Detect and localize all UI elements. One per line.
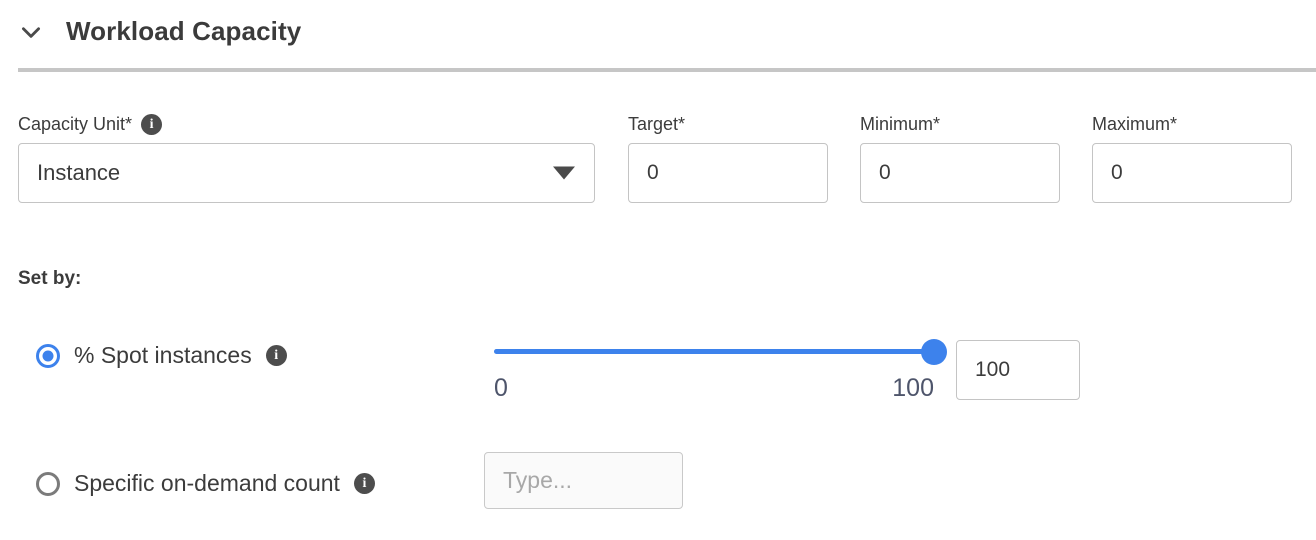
info-icon[interactable]: i: [141, 113, 163, 135]
maximum-field: Maximum*: [1092, 112, 1292, 203]
spot-percent-label: % Spot instances: [74, 342, 252, 368]
set-by-label: Set by:: [18, 268, 82, 289]
slider-max-label: 100: [892, 374, 934, 402]
maximum-label: Maximum*: [1092, 112, 1292, 136]
page-title: Workload Capacity: [66, 16, 302, 46]
target-input[interactable]: [628, 143, 828, 203]
info-icon[interactable]: i: [353, 473, 375, 494]
on-demand-option-left[interactable]: Specific on-demand count i: [36, 470, 375, 497]
target-label-text: Target*: [628, 113, 686, 134]
slider-track[interactable]: [494, 338, 947, 365]
capacity-unit-value: Instance: [37, 160, 121, 185]
minimum-label-text: Minimum*: [860, 113, 941, 134]
spot-percent-option-left[interactable]: % Spot instances i: [36, 342, 287, 369]
spot-percent-slider[interactable]: 0 100: [494, 338, 947, 410]
maximum-input[interactable]: [1092, 143, 1292, 203]
radio-spot-percent[interactable]: [36, 343, 60, 368]
capacity-unit-select-wrap: Instance: [18, 143, 595, 203]
capacity-unit-label-text: Capacity Unit*: [18, 113, 133, 134]
header-divider: [18, 68, 1316, 72]
minimum-label: Minimum*: [860, 112, 1060, 136]
maximum-label-text: Maximum*: [1092, 113, 1178, 134]
info-icon[interactable]: i: [265, 345, 287, 366]
minimum-input[interactable]: [860, 143, 1060, 203]
slider-tick-labels: 0 100: [494, 374, 934, 403]
on-demand-count-label: Specific on-demand count: [74, 470, 340, 496]
target-field: Target*: [628, 112, 828, 203]
slider-min-label: 0: [494, 374, 508, 402]
target-label: Target*: [628, 112, 828, 136]
capacity-unit-label: Capacity Unit* i: [18, 112, 595, 136]
section-header[interactable]: Workload Capacity: [18, 16, 301, 47]
on-demand-count-input[interactable]: [484, 452, 683, 509]
radio-on-demand-count[interactable]: [36, 471, 60, 496]
slider-fill: [494, 349, 934, 354]
slider-thumb[interactable]: [921, 338, 947, 365]
minimum-field: Minimum*: [860, 112, 1060, 203]
chevron-down-icon[interactable]: [18, 19, 44, 45]
capacity-unit-select[interactable]: Instance: [18, 143, 595, 203]
capacity-fields-row: Capacity Unit* i Instance Target* Minimu…: [0, 112, 1316, 212]
spot-percent-input[interactable]: [956, 340, 1080, 400]
capacity-unit-field: Capacity Unit* i Instance: [18, 112, 595, 203]
